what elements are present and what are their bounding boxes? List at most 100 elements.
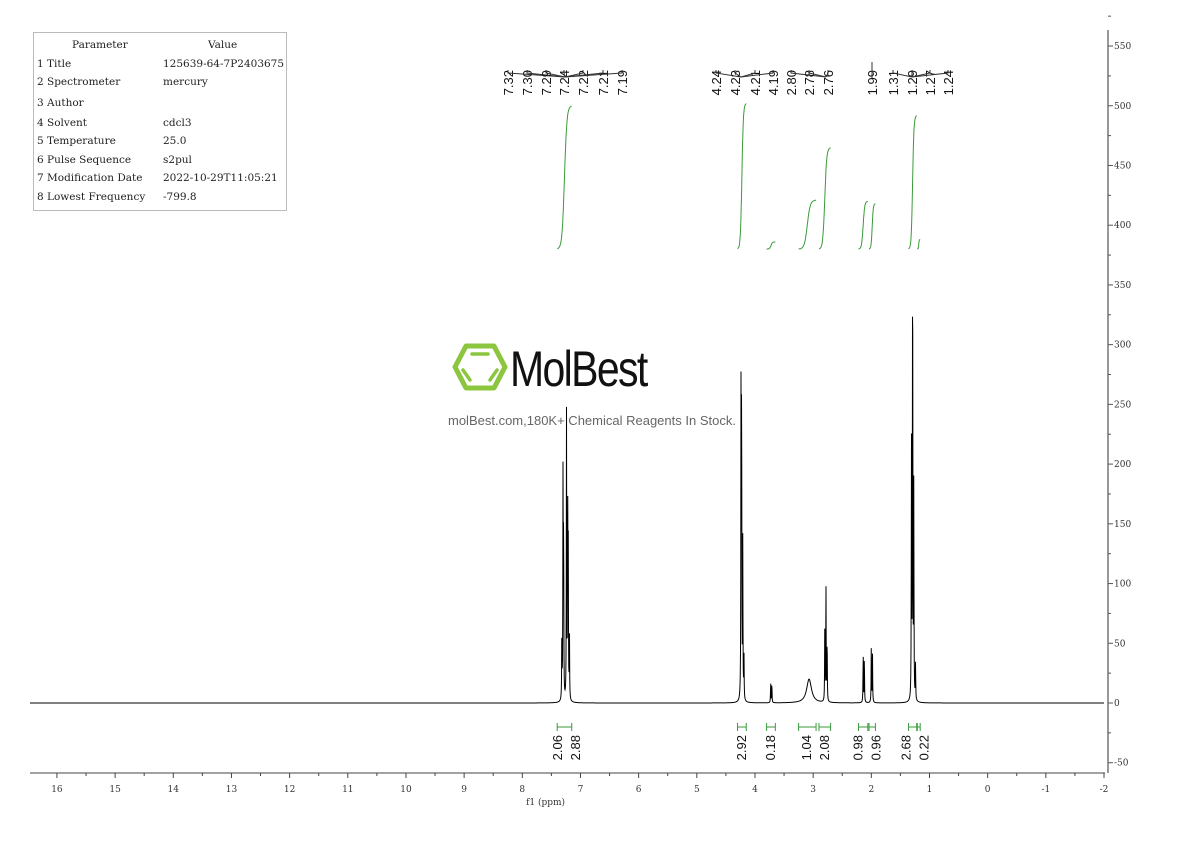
peak-label: 2.78 xyxy=(802,70,817,95)
peak-label: 1.99 xyxy=(865,70,880,95)
integral-curve xyxy=(818,147,831,250)
header-parameter: Parameter xyxy=(72,39,128,52)
x-tick-label: 2 xyxy=(868,785,874,795)
y-tick-label: 100 xyxy=(1114,580,1131,590)
peak-label-line xyxy=(911,70,949,78)
peak-label-line xyxy=(564,70,584,78)
peak-label-line xyxy=(715,70,742,78)
y-tick-label: 200 xyxy=(1114,460,1131,470)
integral-curve xyxy=(766,241,776,250)
parameter-name: 4 Solvent xyxy=(37,116,88,129)
molbest-logo-icon xyxy=(452,343,508,391)
parameter-name: 3 Author xyxy=(37,96,84,109)
peak-label-line xyxy=(740,70,774,78)
parameter-name: 8 Lowest Frequency xyxy=(37,190,146,203)
peak-label-line xyxy=(734,70,742,78)
parameter-row: 5 Temperature 25.0 xyxy=(34,132,286,151)
peak-label: 2.76 xyxy=(821,70,836,95)
parameter-table: Parameter Value 1 Title 125639-64-7P24036… xyxy=(33,32,287,211)
y-tick-label: 0 xyxy=(1114,699,1120,709)
x-tick-label: 7 xyxy=(578,785,584,795)
x-axis-label: f1 (ppm) xyxy=(526,797,565,808)
x-tick-label: 14 xyxy=(168,785,180,795)
watermark-brand: MolBest xyxy=(510,341,648,397)
integral-label: 1.04 xyxy=(799,735,814,760)
parameter-value: mercury xyxy=(163,76,208,89)
x-tick-label: 9 xyxy=(461,785,467,795)
y-tick-label: 300 xyxy=(1114,341,1131,351)
integral-label: 0.22 xyxy=(917,735,932,760)
y-tick-label: 350 xyxy=(1114,281,1131,291)
x-tick-label: 3 xyxy=(810,785,816,795)
peak-label-line xyxy=(563,70,566,78)
parameter-name: 5 Temperature xyxy=(37,135,116,148)
parameter-value: 125639-64-7P2403675 xyxy=(163,57,285,70)
parameter-value: s2pul xyxy=(163,153,192,166)
integral-curve xyxy=(798,199,817,250)
peak-label: 7.30 xyxy=(520,70,535,95)
x-tick-label: 15 xyxy=(109,785,121,795)
peak-label-line xyxy=(808,70,827,78)
integral-label: 2.06 xyxy=(550,735,565,760)
peak-label-line xyxy=(545,70,566,78)
integral-curve xyxy=(737,103,747,250)
peak-label: 4.24 xyxy=(709,70,724,95)
spectrum-line xyxy=(30,316,1104,704)
parameter-row: 1 Title 125639-64-7P2403675 xyxy=(34,55,286,74)
peak-label: 4.19 xyxy=(766,70,781,95)
integral-curve xyxy=(868,203,876,250)
integral-curve xyxy=(916,239,921,250)
x-tick-label: 8 xyxy=(519,785,525,795)
parameter-row: 4 Solvent cdcl3 xyxy=(34,114,286,133)
integral-label: 2.92 xyxy=(734,735,749,760)
peak-label-line xyxy=(526,70,566,78)
x-tick-label: 6 xyxy=(636,785,642,795)
parameter-row: 6 Pulse Sequence s2pul xyxy=(34,151,286,170)
x-tick-label: 13 xyxy=(226,785,238,795)
integral-label: 0.96 xyxy=(869,735,884,760)
parameter-row: 3 Author xyxy=(34,92,286,114)
parameter-table-header: Parameter Value xyxy=(34,36,286,55)
integral-label: 2.68 xyxy=(899,735,914,760)
peak-label-line xyxy=(740,70,756,78)
parameter-value: 2022-10-29T11:05:21 xyxy=(163,172,278,185)
parameter-name: 7 Modification Date xyxy=(37,172,143,185)
integral-label: 0.18 xyxy=(763,735,778,760)
peak-label: 4.21 xyxy=(748,70,763,95)
peak-label: 2.80 xyxy=(784,70,799,95)
peak-label: 1.31 xyxy=(886,70,901,95)
x-tick-label: 16 xyxy=(51,785,63,795)
peak-label: 7.29 xyxy=(539,70,554,95)
peak-label-line xyxy=(825,70,829,78)
parameter-row: 2 Spectrometer mercury xyxy=(34,73,286,92)
header-value: Value xyxy=(208,39,238,52)
parameter-row: 7 Modification Date 2022-10-29T11:05:21 xyxy=(34,169,286,188)
y-tick-label: 50 xyxy=(1114,639,1126,649)
x-tick-label: -1 xyxy=(1041,785,1050,795)
x-tick-label: 12 xyxy=(284,785,295,795)
parameter-row: 8 Lowest Frequency -799.8 xyxy=(34,188,286,207)
peak-label-line xyxy=(911,70,931,78)
parameter-value: cdcl3 xyxy=(163,116,192,129)
parameter-name: 1 Title xyxy=(37,57,72,70)
y-tick-label: 150 xyxy=(1114,520,1131,530)
parameter-name: 2 Spectrometer xyxy=(37,76,121,89)
x-tick-label: 11 xyxy=(342,785,353,795)
integral-label: 2.08 xyxy=(817,735,832,760)
x-tick-label: 1 xyxy=(927,785,933,795)
peak-label: 1.24 xyxy=(941,70,956,95)
integral-curve xyxy=(557,105,572,250)
x-tick-label: 0 xyxy=(985,785,991,795)
integral-label: 0.98 xyxy=(851,735,866,760)
peak-label: 7.32 xyxy=(501,70,516,95)
y-tick-label: 550 xyxy=(1114,42,1131,52)
x-tick-label: -2 xyxy=(1100,785,1109,795)
peak-label: 1.27 xyxy=(923,70,938,95)
peak-label: 7.21 xyxy=(596,70,611,95)
integral-label: 2.88 xyxy=(568,735,583,760)
x-tick-label: 5 xyxy=(694,785,700,795)
peak-label-line xyxy=(892,70,913,78)
integral-curve xyxy=(908,115,918,250)
parameter-name: 6 Pulse Sequence xyxy=(37,153,132,166)
